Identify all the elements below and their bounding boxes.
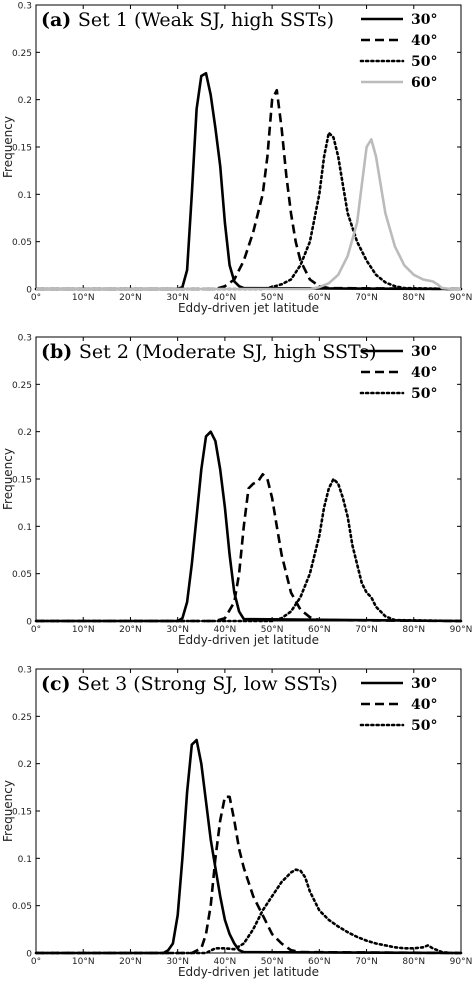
panel-title: (c) Set 3 (Strong SJ, low SSTs) [41,673,338,695]
x-tick-label: 50°N [261,957,284,967]
x-tick-label: 40°N [214,293,237,303]
x-tick-label: 70°N [355,625,378,635]
x-tick-label: 60°N [308,957,331,967]
y-tick-label: 0.1 [18,523,32,533]
x-axis-label: Eddy-driven jet latitude [178,301,319,315]
y-tick-label: 0.05 [12,238,32,248]
x-tick-label: 10°N [72,293,95,303]
series-line-2 [34,131,463,291]
series-line-1 [36,88,462,291]
series-line-0 [36,738,462,955]
y-tick-label: 0.05 [12,902,32,912]
x-axis-label: Eddy-driven jet latitude [178,965,319,979]
legend-label: 50° [411,386,437,402]
panel-tag: (b) [41,341,79,363]
x-tick-label: 60°N [308,625,331,635]
x-tick-label: 90°N [450,957,473,967]
y-tick-label: 0.15 [12,144,32,154]
y-tick-label: 0.3 [18,334,32,344]
x-tick-label: 10°N [72,625,95,635]
y-tick-label: 0.2 [18,96,32,106]
panel-title: (a) Set 1 (Weak SJ, high SSTs) [41,9,334,31]
legend-label: 50° [411,54,437,70]
x-tick-label: 20°N [119,625,142,635]
y-tick-label: 0.3 [18,2,32,12]
x-tick-label: 50°N [261,625,284,635]
plot-frame [35,4,462,290]
chart-panel-2: 0° 10°N 20°N 30°N 40°N 50°N 60°N 70°N 80°N 90°N 0 0… [1,666,472,980]
y-tick-label: 0.2 [18,428,32,438]
y-tick-label: 0.15 [12,808,32,818]
panel-title-text: Set 2 (Moderate SJ, high SSTs) [79,341,377,363]
y-axis-label: Frequency [1,448,15,510]
chart-panel-0: 0° 10°N 20°N 30°N 40°N 50°N 60°N 70°N 80°N 90°N 0 0… [1,2,472,316]
y-axis-label: Frequency [1,780,15,842]
legend-label: 40° [411,697,437,713]
y-tick-label: 0 [26,286,32,296]
panel-tag: (c) [41,673,77,695]
legend-label: 30° [411,676,437,692]
y-tick-label: 0.25 [12,713,32,723]
x-tick-label: 40°N [214,957,237,967]
panel-tag: (a) [41,9,78,31]
plot-frame [35,336,462,622]
y-tick-label: 0.1 [18,191,32,201]
x-tick-label: 10°N [72,957,95,967]
x-tick-label: 50°N [261,293,284,303]
x-tick-label: 0° [31,293,41,303]
x-tick-label: 70°N [355,957,378,967]
series-line-0 [36,430,462,623]
panel-title-text: Set 3 (Strong SJ, low SSTs) [77,673,338,695]
x-tick-label: 40°N [214,625,237,635]
y-tick-label: 0.05 [12,570,32,580]
y-tick-label: 0.25 [12,49,32,59]
x-tick-label: 70°N [355,293,378,303]
legend-label: 60° [411,75,437,91]
x-axis-label: Eddy-driven jet latitude [178,633,319,647]
series-line-2 [34,868,463,955]
x-tick-label: 0° [31,625,41,635]
y-tick-label: 0.2 [18,760,32,770]
x-tick-label: 30°N [166,625,189,635]
y-tick-label: 0.3 [18,666,32,676]
y-axis-label: Frequency [1,116,15,178]
x-tick-label: 30°N [166,293,189,303]
plot-frame [35,668,462,954]
legend-label: 40° [411,33,437,49]
series-line-0 [36,71,462,291]
y-tick-label: 0 [26,950,32,960]
x-tick-label: 20°N [119,293,142,303]
legend-label: 30° [411,344,437,360]
y-tick-label: 0 [26,618,32,628]
series-line-3 [36,138,461,291]
x-tick-label: 80°N [402,957,425,967]
x-tick-label: 80°N [402,625,425,635]
series-line-1 [36,472,462,623]
x-tick-label: 0° [31,957,41,967]
x-tick-label: 90°N [450,625,473,635]
legend-label: 50° [411,718,437,734]
y-tick-label: 0.25 [12,381,32,391]
panel-title-text: Set 1 (Weak SJ, high SSTs) [78,9,334,31]
series-line-1 [36,795,462,955]
x-tick-label: 80°N [402,293,425,303]
y-tick-label: 0.15 [12,476,32,486]
y-tick-label: 0.1 [18,855,32,865]
panel-title: (b) Set 2 (Moderate SJ, high SSTs) [41,341,377,363]
x-tick-label: 90°N [450,293,473,303]
x-tick-label: 30°N [166,957,189,967]
legend-label: 30° [411,12,437,28]
x-tick-label: 20°N [119,957,142,967]
series-line-2 [34,477,463,623]
legend-label: 40° [411,365,437,381]
chart-panel-1: 0° 10°N 20°N 30°N 40°N 50°N 60°N 70°N 80°N 90°N 0 0… [1,334,472,648]
x-tick-label: 60°N [308,293,331,303]
